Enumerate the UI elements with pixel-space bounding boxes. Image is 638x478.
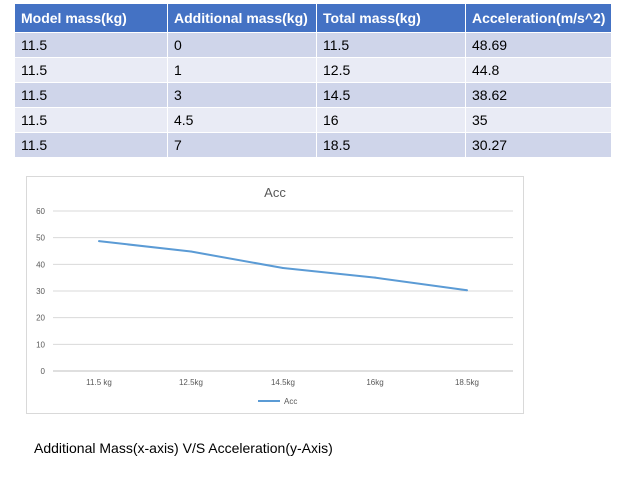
table-cell: 7: [167, 132, 317, 158]
acceleration-chart: Acc 0 10 20 30 40 50 60 11.5 kg 12.5kg 14.5kg 16kg…: [26, 176, 524, 414]
table-row: 11.5 1 12.5 44.8: [14, 57, 612, 83]
table-cell: 11.5: [316, 32, 466, 58]
y-tick-label: 40: [36, 260, 45, 269]
y-tick-label: 20: [36, 314, 45, 323]
table-cell: 30.27: [465, 132, 612, 158]
table-cell: 11.5: [14, 32, 168, 58]
data-point: [466, 289, 468, 292]
table-cell: 18.5: [316, 132, 466, 158]
header-model-mass: Model mass(kg): [14, 3, 168, 33]
x-tick-label: 12.5kg: [179, 378, 203, 387]
x-tick-label: 14.5kg: [271, 378, 295, 387]
table-cell: 11.5: [14, 82, 168, 108]
y-tick-label: 0: [41, 367, 46, 376]
mass-acceleration-table: Model mass(kg) Additional mass(kg) Total…: [14, 3, 612, 158]
data-point: [282, 267, 284, 270]
table-cell: 12.5: [316, 57, 466, 83]
data-point: [374, 276, 376, 279]
table-cell: 44.8: [465, 57, 612, 83]
chart-title: Acc: [264, 185, 286, 200]
table-cell: 38.62: [465, 82, 612, 108]
y-tick-label: 30: [36, 287, 45, 296]
legend-label: Acc: [284, 397, 297, 406]
table-row: 11.5 3 14.5 38.62: [14, 82, 612, 108]
header-acceleration: Acceleration(m/s^2): [465, 3, 612, 33]
table-row: 11.5 7 18.5 30.27: [14, 132, 612, 158]
x-tick-label: 18.5kg: [455, 378, 479, 387]
table-cell: 35: [465, 107, 612, 133]
header-total-mass: Total mass(kg): [316, 3, 466, 33]
chart-caption: Additional Mass(x-axis) V/S Acceleration…: [34, 440, 333, 456]
y-tick-label: 60: [36, 207, 45, 216]
chart-canvas: Acc 0 10 20 30 40 50 60 11.5 kg 12.5kg 14.5kg 16kg…: [36, 185, 513, 406]
data-point: [98, 240, 100, 243]
table-cell: 11.5: [14, 57, 168, 83]
table-cell: 11.5: [14, 107, 168, 133]
table-cell: 14.5: [316, 82, 466, 108]
table-row: 11.5 0 11.5 48.69: [14, 32, 612, 58]
x-tick-label: 16kg: [366, 378, 383, 387]
table-cell: 4.5: [167, 107, 317, 133]
table-cell: 16: [316, 107, 466, 133]
data-point: [190, 250, 192, 253]
table-cell: 48.69: [465, 32, 612, 58]
series-line-acc: [98, 240, 468, 292]
table-cell: 1: [167, 57, 317, 83]
header-additional-mass: Additional mass(kg): [167, 3, 317, 33]
table-cell: 11.5: [14, 132, 168, 158]
table-cell: 3: [167, 82, 317, 108]
table-header-row: Model mass(kg) Additional mass(kg) Total…: [14, 3, 612, 33]
y-tick-label: 10: [36, 340, 45, 349]
x-tick-label: 11.5 kg: [86, 378, 112, 387]
table-cell: 0: [167, 32, 317, 58]
y-tick-label: 50: [36, 234, 45, 243]
table-row: 11.5 4.5 16 35: [14, 107, 612, 133]
